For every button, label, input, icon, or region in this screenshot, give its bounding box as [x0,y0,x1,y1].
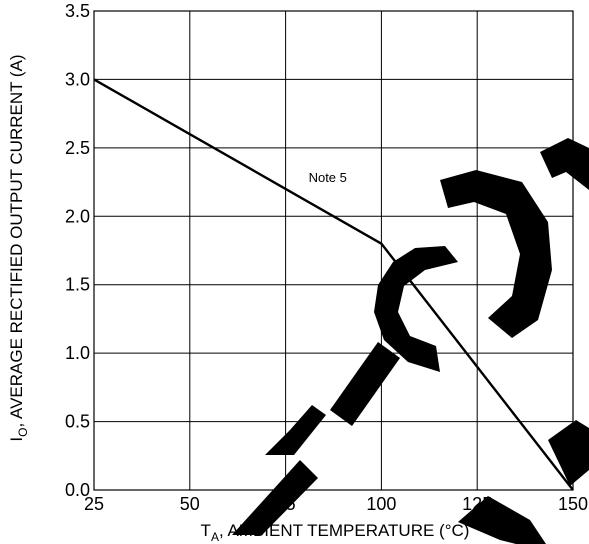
x-axis-label-rest: , AMBIENT TEMPERATURE (°C) [219,521,470,540]
watermark [232,138,589,544]
x-axis-label-subscript: A [211,530,219,544]
watermark-stroke-v [458,496,546,544]
y-tick-label: 1.0 [65,343,90,363]
x-tick-label: 25 [84,494,104,514]
x-tick-label: 75 [276,494,296,514]
watermark-stroke-c [374,246,458,372]
x-axis-label: TA, AMBIENT TEMPERATURE (°C) [201,521,470,544]
watermark-stroke-left [232,460,318,535]
y-tick-label: 3.5 [65,1,90,21]
watermark-stroke-w [548,420,589,486]
y-tick-label: 1.5 [65,275,90,295]
grid [93,10,574,491]
watermark-stroke-n [540,138,589,190]
y-tick-label: 2.0 [65,206,90,226]
y-axis-label-main: I [7,437,26,442]
x-tick-label: 50 [180,494,200,514]
y-axis-label-rest: , AVERAGE RECTIFIED OUTPUT CURRENT (A) [7,54,26,427]
annotation-note: Note 5 [309,170,347,185]
series-line [93,78,574,491]
x-tick-label: 125 [462,494,492,514]
x-tick-label: 150 [558,494,588,514]
y-tick-label: 2.5 [65,138,90,158]
x-axis-label-main: T [201,521,211,540]
y-tick-label: 0.0 [65,480,90,500]
annotations: Note 5 [309,170,347,185]
y-tick-label: 0.5 [65,412,90,432]
watermark-stroke-r [265,405,326,455]
y-axis-label-subscript: O [16,428,30,437]
y-tick-labels: 0.0 0.5 1.0 1.5 2.0 2.5 3.0 3.5 [65,1,90,500]
x-tick-label: 100 [366,494,396,514]
y-tick-label: 3.0 [65,69,90,89]
watermark-stroke-e [330,342,400,426]
plot-frame [93,10,574,491]
watermark-stroke-o [440,170,552,338]
y-axis-label: IO, AVERAGE RECTIFIED OUTPUT CURRENT (A) [7,54,30,441]
x-tick-labels: 25 50 75 100 125 150 [84,494,588,514]
